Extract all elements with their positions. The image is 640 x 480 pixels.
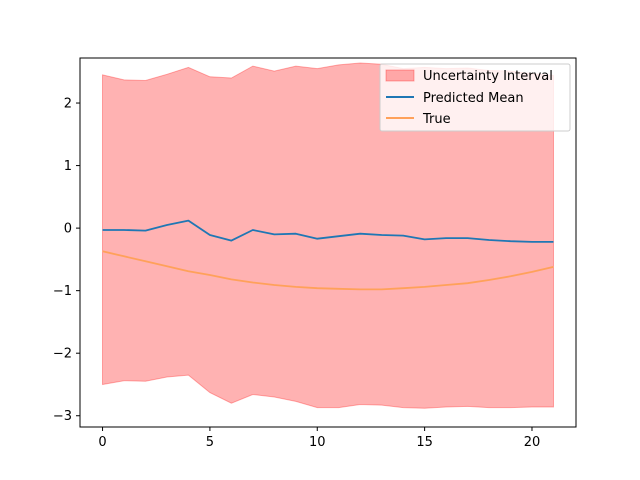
y-tick-label: 1 <box>64 159 72 174</box>
x-axis: 0 5 10 15 20 <box>98 427 540 450</box>
uncertainty-band <box>102 62 554 409</box>
y-tick-label: −2 <box>53 347 72 362</box>
x-tick-label: 5 <box>206 435 214 450</box>
y-tick-label: 0 <box>64 222 72 237</box>
plot-area <box>102 62 554 409</box>
legend-label-uncertainty: Uncertainty Interval <box>423 69 553 84</box>
x-tick-label: 20 <box>524 435 541 450</box>
x-tick-label: 10 <box>309 435 326 450</box>
y-tick-label: −3 <box>53 409 72 424</box>
legend-swatch-uncertainty <box>385 69 415 82</box>
x-tick-label: 15 <box>416 435 433 450</box>
x-tick-label: 0 <box>98 435 106 450</box>
y-tick-label: 2 <box>64 97 72 112</box>
legend: Uncertainty Interval Predicted Mean True <box>379 63 571 132</box>
y-tick-label: −1 <box>53 284 72 299</box>
legend-label-true: True <box>422 112 451 127</box>
y-axis: −3 −2 −1 0 1 2 <box>53 97 80 424</box>
legend-label-predicted-mean: Predicted Mean <box>423 91 524 106</box>
axes-frame <box>79 57 577 428</box>
legend-box <box>379 63 571 132</box>
predicted-mean-line <box>102 219 554 243</box>
true-line <box>102 250 554 291</box>
